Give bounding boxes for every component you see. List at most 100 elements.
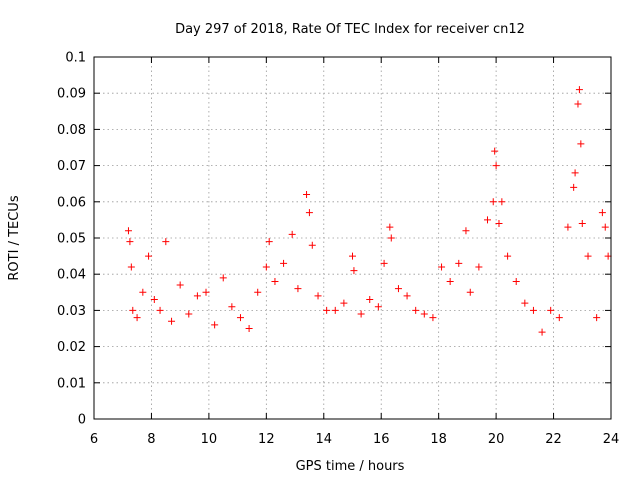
- y-tick-label: 0.08: [57, 123, 86, 138]
- data-point: [512, 277, 520, 285]
- y-tick-label: 0.02: [57, 340, 86, 355]
- x-tick-label: 12: [258, 432, 275, 447]
- data-point: [601, 223, 609, 231]
- data-point: [374, 303, 382, 311]
- x-axis-label: GPS time / hours: [296, 459, 405, 474]
- data-point: [211, 321, 219, 329]
- y-tick-label: 0.1: [65, 51, 86, 66]
- data-point: [547, 306, 555, 314]
- data-point: [323, 306, 331, 314]
- data-point: [575, 86, 583, 94]
- data-point: [350, 267, 358, 275]
- x-tick-label: 6: [90, 432, 98, 447]
- data-point: [593, 314, 601, 322]
- data-point: [145, 252, 153, 260]
- x-tick-label: 22: [545, 432, 562, 447]
- data-point: [127, 263, 135, 271]
- x-tick-label: 20: [488, 432, 505, 447]
- data-point: [308, 241, 316, 249]
- x-tick-label: 10: [201, 432, 218, 447]
- axes: 6 8 10 12 14 16 18 20 22 24 0 0.01 0.02 0.03 0.04 0.05 0…: [57, 51, 619, 448]
- data-point: [495, 220, 503, 228]
- y-axis-label: ROTI / TECUs: [7, 195, 22, 280]
- scatter-points: [124, 86, 612, 336]
- data-point: [305, 209, 313, 217]
- data-point: [162, 238, 170, 246]
- data-point: [571, 169, 579, 177]
- x-tick-label: 14: [316, 432, 333, 447]
- data-point: [265, 238, 273, 246]
- data-point: [236, 314, 244, 322]
- data-point: [254, 288, 262, 296]
- y-tick-label: 0.07: [57, 159, 86, 174]
- data-point: [129, 306, 137, 314]
- x-tick-label: 18: [430, 432, 447, 447]
- data-point: [475, 263, 483, 271]
- data-point: [498, 198, 506, 206]
- chart-title: Day 297 of 2018, Rate Of TEC Index for r…: [175, 22, 525, 37]
- data-point: [303, 191, 311, 199]
- data-point: [412, 306, 420, 314]
- data-point: [529, 306, 537, 314]
- data-point: [564, 223, 572, 231]
- data-point: [504, 252, 512, 260]
- data-point: [156, 306, 164, 314]
- y-tick-label: 0.04: [57, 268, 86, 283]
- data-point: [491, 147, 499, 155]
- data-point: [271, 277, 279, 285]
- data-point: [570, 183, 578, 191]
- data-point: [126, 238, 134, 246]
- data-point: [124, 227, 132, 235]
- x-tick-label: 24: [603, 432, 620, 447]
- data-point: [193, 292, 201, 300]
- y-tick-label: 0.09: [57, 87, 86, 102]
- data-point: [387, 234, 395, 242]
- data-point: [438, 263, 446, 271]
- grid-lines: [94, 57, 611, 419]
- data-point: [492, 162, 500, 170]
- data-point: [245, 325, 253, 332]
- data-point: [466, 288, 474, 296]
- data-point: [584, 252, 592, 260]
- data-point: [331, 306, 339, 314]
- data-point: [604, 252, 612, 260]
- data-point: [139, 288, 147, 296]
- data-point: [386, 223, 394, 231]
- data-point: [349, 252, 356, 260]
- data-point: [455, 259, 463, 267]
- data-point: [429, 314, 437, 322]
- data-point: [357, 310, 365, 318]
- data-point: [176, 281, 184, 289]
- data-point: [314, 292, 322, 300]
- data-point: [168, 317, 176, 325]
- x-tick-label: 8: [147, 432, 155, 447]
- data-point: [288, 230, 296, 238]
- data-point: [150, 296, 158, 304]
- data-point: [598, 209, 606, 217]
- data-point: [555, 314, 563, 322]
- data-point: [294, 285, 302, 293]
- x-tick-label: 16: [373, 432, 390, 447]
- data-point: [366, 296, 374, 304]
- data-point: [202, 288, 210, 296]
- y-tick-label: 0.03: [57, 304, 86, 319]
- data-point: [380, 259, 388, 267]
- data-point: [446, 277, 454, 285]
- data-point: [574, 100, 582, 108]
- data-point: [578, 220, 586, 228]
- data-point: [577, 140, 585, 148]
- data-point: [228, 303, 236, 311]
- y-tick-label: 0.01: [57, 376, 86, 391]
- y-tick-label: 0: [78, 413, 86, 428]
- data-point: [219, 274, 227, 282]
- data-point: [521, 299, 529, 307]
- data-point: [280, 259, 288, 267]
- data-point: [133, 314, 141, 322]
- data-point: [185, 310, 193, 318]
- data-point: [538, 328, 546, 336]
- data-point: [489, 198, 497, 206]
- data-point: [420, 310, 428, 318]
- y-tick-label: 0.05: [57, 232, 86, 247]
- data-point: [462, 227, 470, 235]
